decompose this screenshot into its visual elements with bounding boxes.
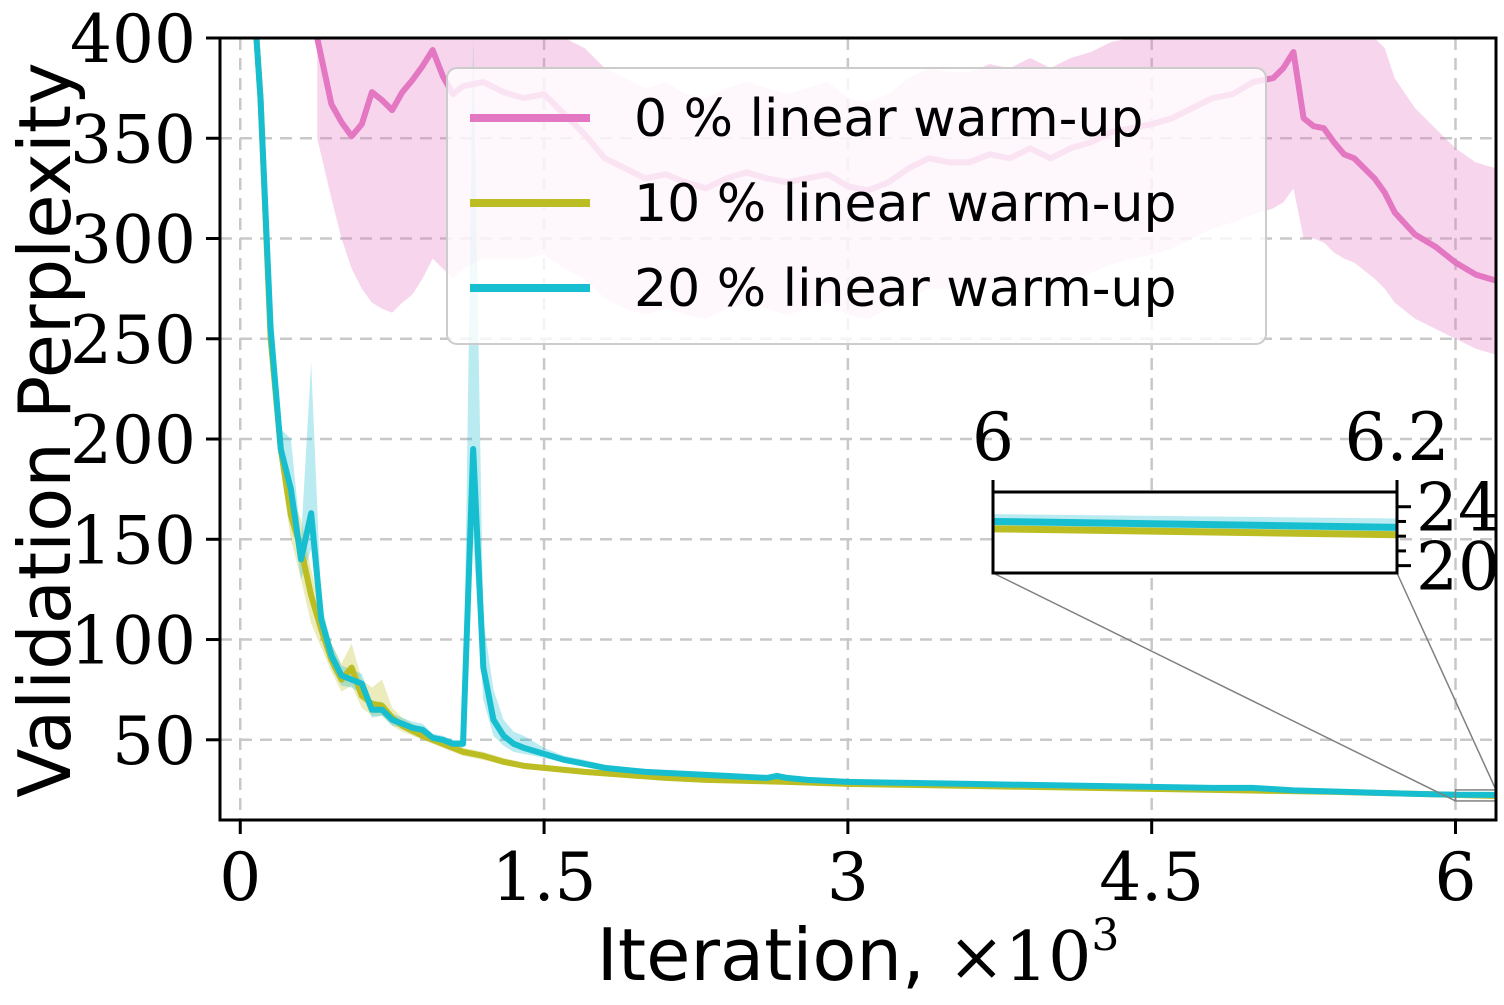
y-tick-label-150: 150 xyxy=(70,502,196,579)
x-axis-label-text: Iteration, xyxy=(597,913,948,997)
legend-label-20pct: 20 % linear warm-up xyxy=(634,259,1177,319)
connector-right xyxy=(1396,572,1497,791)
y-tick-label-200: 200 xyxy=(70,402,196,479)
line-20pct xyxy=(253,38,1496,798)
connector-left xyxy=(992,572,1456,802)
legend-box xyxy=(446,67,1267,345)
inset-connectors xyxy=(992,572,1497,802)
y-tick-label-350: 350 xyxy=(70,101,196,178)
y-tick-label-250: 250 xyxy=(70,302,196,379)
inset-top-tick-label-6-2: 6.2 xyxy=(1345,399,1450,476)
x-axis-label-math: ×10 xyxy=(948,918,1092,997)
inset-line-10pct xyxy=(992,525,1398,539)
axes-frame xyxy=(218,36,1498,822)
legend: 0 % linear warm-up 10 % linear warm-up 2… xyxy=(446,67,1267,345)
x-axis-label-exponent: 3 xyxy=(1091,910,1119,961)
x-tick-label-1.5: 1.5 xyxy=(492,839,597,916)
inset-zoom: 6 6.2 24 20 xyxy=(972,399,1500,606)
inset-frame xyxy=(991,490,1399,575)
y-axis-ticks: 50 100 150 200 250 300 350 400 xyxy=(70,1,220,780)
inset-right-tick-label-20: 20 xyxy=(1416,529,1500,606)
x-tick-label-0: 0 xyxy=(219,839,261,916)
inset-series xyxy=(992,514,1398,539)
y-tick-label-50: 50 xyxy=(112,703,196,780)
legend-label-0pct: 0 % linear warm-up xyxy=(634,89,1143,149)
x-axis-label: Iteration, ×103 xyxy=(597,910,1120,997)
x-tick-label-4.5: 4.5 xyxy=(1099,839,1204,916)
y-tick-label-300: 300 xyxy=(70,202,196,279)
y-axis-label: Validation Perplexity xyxy=(3,62,87,797)
x-axis-ticks: 0 1.5 3 4.5 6 xyxy=(219,820,1476,916)
inset-top-tick-label-6: 6 xyxy=(972,399,1014,476)
inset-right-tick-label-24: 24 xyxy=(1416,470,1500,547)
inset-line-20pct xyxy=(992,517,1398,531)
y-tick-label-400: 400 xyxy=(70,1,196,78)
legend-label-10pct: 10 % linear warm-up xyxy=(634,174,1177,234)
x-tick-label-3: 3 xyxy=(827,839,869,916)
inset-right-ticks xyxy=(1397,505,1411,568)
x-tick-label-6: 6 xyxy=(1434,839,1476,916)
y-tick-label-100: 100 xyxy=(70,603,196,680)
